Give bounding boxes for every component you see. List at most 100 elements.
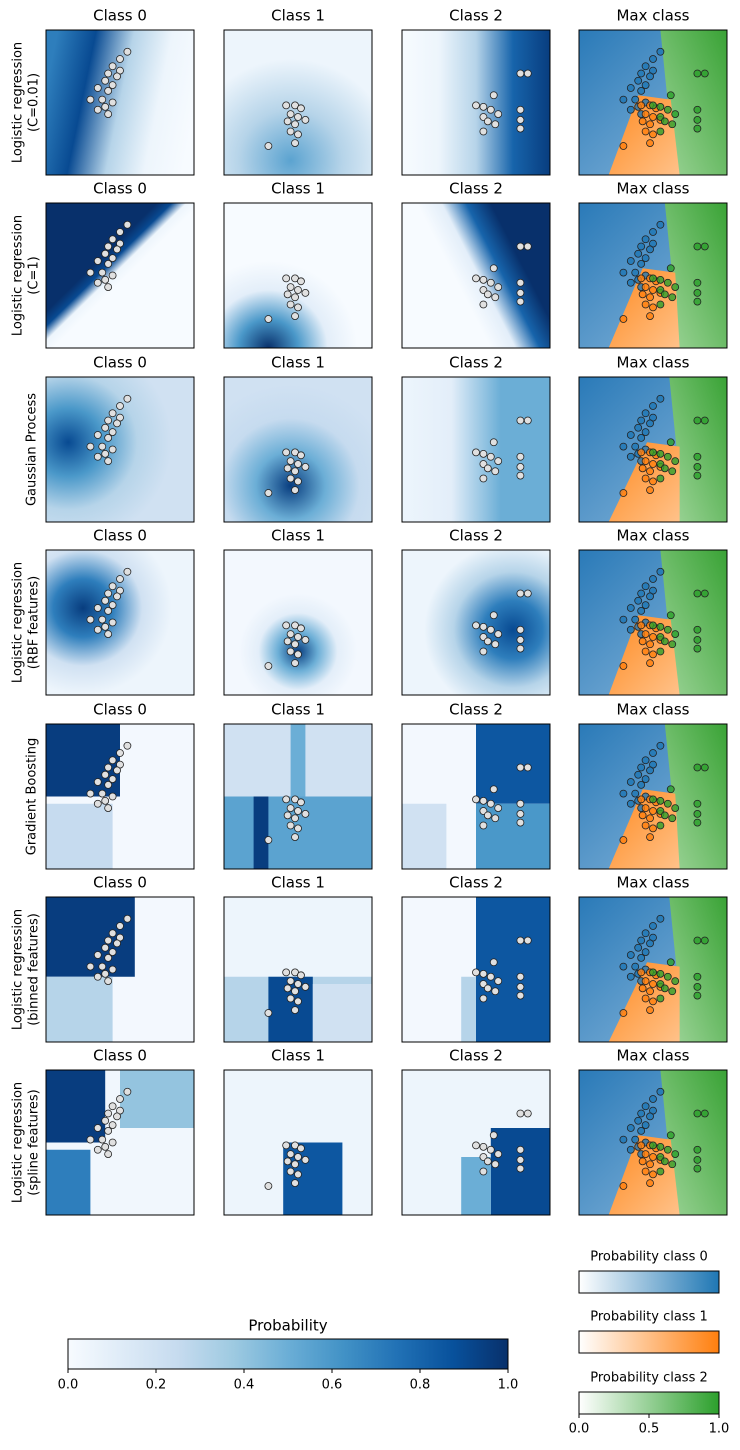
- point: [486, 799, 495, 808]
- point: [516, 1164, 525, 1173]
- point: [656, 47, 665, 56]
- point: [101, 1142, 110, 1151]
- panel-frame: [223, 202, 373, 349]
- point: [116, 402, 124, 410]
- point: [641, 235, 650, 244]
- point: [646, 592, 654, 601]
- point: [638, 464, 647, 473]
- point: [264, 142, 273, 150]
- point: [104, 242, 113, 251]
- point: [693, 297, 702, 306]
- point: [516, 471, 525, 480]
- tick-label: 0.4: [234, 1378, 255, 1393]
- point: [634, 770, 643, 779]
- point: [649, 477, 657, 486]
- point: [619, 962, 628, 971]
- panel-title: Class 0: [93, 701, 147, 719]
- point: [666, 958, 675, 967]
- panel-frame: [578, 202, 728, 349]
- heatmap-shade: [46, 203, 194, 348]
- point: [297, 1144, 305, 1153]
- heatmap-block: [290, 724, 306, 797]
- point: [656, 394, 665, 403]
- point: [113, 766, 121, 775]
- point: [666, 1131, 675, 1140]
- point: [286, 300, 295, 309]
- panel-title: Class 1: [271, 7, 325, 25]
- point: [637, 607, 646, 615]
- point: [489, 611, 498, 620]
- point: [494, 977, 503, 985]
- panel-title: Class 0: [93, 527, 147, 545]
- class-colorbar-title: Probability class 0: [590, 1250, 708, 1265]
- point: [516, 763, 525, 772]
- point: [93, 972, 102, 981]
- point: [671, 1150, 680, 1158]
- point: [693, 991, 702, 1000]
- point: [626, 625, 635, 634]
- point: [631, 962, 640, 971]
- point: [479, 994, 488, 1003]
- point: [86, 962, 95, 971]
- point: [646, 766, 654, 775]
- panel-title: Max class: [616, 701, 689, 719]
- point: [108, 948, 117, 956]
- point: [93, 1145, 102, 1154]
- point: [486, 105, 495, 114]
- point: [637, 781, 646, 789]
- point: [98, 268, 107, 277]
- point: [637, 968, 646, 977]
- point: [113, 1112, 121, 1121]
- point: [649, 55, 657, 63]
- point: [637, 448, 646, 457]
- point: [101, 249, 110, 258]
- heatmap: [224, 897, 372, 1042]
- point: [668, 814, 677, 823]
- point: [660, 117, 669, 126]
- point: [631, 442, 640, 451]
- point: [291, 640, 299, 649]
- point: [108, 929, 117, 938]
- tick-label: 0.8: [410, 1378, 431, 1393]
- point: [264, 836, 273, 844]
- point: [93, 799, 102, 808]
- panel-frame: [578, 376, 728, 523]
- point: [301, 1156, 310, 1164]
- point: [479, 1167, 488, 1176]
- point: [297, 104, 305, 113]
- point: [693, 278, 702, 287]
- point: [472, 968, 480, 977]
- point: [286, 994, 295, 1003]
- point: [638, 1157, 647, 1166]
- point: [637, 1127, 646, 1135]
- point: [656, 914, 665, 923]
- panel-frame: [45, 896, 195, 1043]
- point: [646, 139, 654, 148]
- point: [516, 1156, 525, 1164]
- point: [123, 567, 132, 576]
- point: [634, 423, 643, 432]
- point: [516, 452, 525, 461]
- point: [93, 625, 102, 634]
- heatmap: [224, 203, 372, 348]
- class-colorbar-title: Probability class 2: [590, 1371, 708, 1386]
- point: [656, 1087, 665, 1096]
- row-label: Logistic regression: [11, 562, 26, 683]
- point: [104, 763, 113, 772]
- point: [123, 1087, 132, 1096]
- point: [291, 987, 299, 996]
- point: [631, 268, 640, 277]
- point: [472, 274, 480, 283]
- heatmap-shade: [46, 377, 194, 522]
- point: [483, 290, 492, 299]
- point: [646, 293, 654, 302]
- point: [486, 625, 495, 634]
- point: [479, 474, 488, 483]
- point: [286, 821, 295, 830]
- point: [626, 778, 635, 786]
- point: [294, 824, 302, 833]
- point: [660, 290, 669, 299]
- point: [286, 804, 295, 812]
- region-class-2: [664, 203, 727, 348]
- row-label: (C=0.01): [27, 73, 42, 132]
